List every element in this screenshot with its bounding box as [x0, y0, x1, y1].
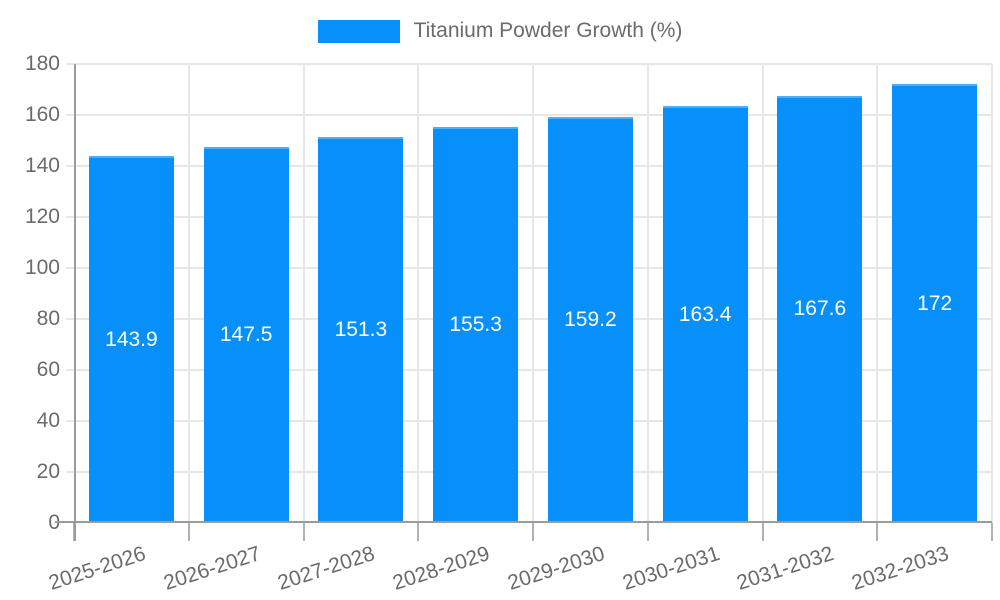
y-axis-tick-label: 60: [36, 358, 60, 381]
y-axis-tick-label: 80: [36, 307, 60, 330]
x-gridline: [187, 64, 190, 523]
y-axis-tick-label: 120: [24, 205, 60, 228]
chart-legend[interactable]: Titanium Powder Growth (%): [0, 19, 1000, 43]
y-gridline: [66, 216, 992, 218]
x-tick: [302, 523, 305, 541]
y-axis-tick-label: 100: [24, 256, 60, 279]
y-gridline: [66, 369, 992, 371]
x-tick: [761, 523, 764, 541]
bar-value-label: 155.3: [449, 312, 502, 336]
x-tick: [876, 523, 879, 541]
y-axis-tick-label: 0: [0, 508, 60, 538]
bar[interactable]: [433, 127, 519, 523]
bar[interactable]: [662, 106, 748, 523]
bar[interactable]: [318, 137, 404, 523]
y-axis-tick-label: 180: [24, 52, 60, 75]
bar-value-label: 147.5: [219, 322, 273, 346]
legend-swatch[interactable]: [317, 19, 400, 43]
bar[interactable]: [777, 95, 863, 523]
x-gridline: [991, 64, 993, 523]
x-axis-tick-label: 2029-2030: [504, 542, 608, 595]
bar-value-label: 151.3: [334, 318, 388, 342]
y-axis-line: [74, 64, 76, 541]
x-gridline: [646, 64, 649, 523]
x-axis-line: [55, 521, 992, 523]
legend-label: Titanium Powder Growth (%): [413, 19, 683, 42]
x-axis-tick-label: 2028-2029: [390, 542, 493, 595]
y-gridline: [66, 165, 992, 167]
y-gridline: [66, 420, 992, 422]
x-axis-tick-label: 2027-2028: [275, 542, 378, 595]
y-gridline: [66, 114, 992, 116]
x-axis-tick-label: 2031-2032: [734, 542, 837, 595]
bar-value-label: 172: [917, 291, 953, 315]
y-axis-tick-label: 20: [36, 460, 60, 483]
x-axis-tick-label: 2032-2033: [849, 542, 952, 595]
bar-value-label: 163.4: [678, 302, 732, 326]
x-tick: [646, 523, 649, 541]
bar[interactable]: [892, 84, 978, 523]
x-tick: [417, 523, 420, 541]
x-gridline: [761, 64, 764, 523]
x-gridline: [302, 64, 305, 523]
y-axis-tick-label: 160: [24, 103, 60, 126]
x-axis-tick-label: 2030-2031: [619, 542, 723, 595]
bar-value-label: 159.2: [564, 308, 617, 332]
y-gridline: [66, 63, 992, 65]
x-gridline: [876, 64, 879, 523]
x-tick: [532, 523, 534, 541]
bar-value-label: 167.6: [793, 297, 847, 321]
plot-area: 020406080100120140160180143.92025-202614…: [25, 52, 993, 595]
y-axis-tick-label: 40: [36, 409, 60, 432]
x-gridline: [417, 64, 420, 523]
y-axis-tick-label: 140: [24, 154, 60, 177]
x-tick: [991, 523, 993, 541]
bar[interactable]: [547, 117, 633, 523]
x-gridline: [532, 64, 534, 523]
y-gridline: [66, 318, 992, 320]
bar[interactable]: [203, 146, 289, 523]
x-tick: [187, 523, 190, 541]
x-axis-tick-label: 2026-2027: [160, 542, 264, 595]
y-gridline: [66, 267, 992, 269]
bar-value-label: 143.9: [105, 327, 158, 351]
y-gridline: [66, 471, 992, 473]
bar[interactable]: [88, 156, 174, 523]
x-axis-tick-label: 2025-2026: [45, 542, 149, 595]
